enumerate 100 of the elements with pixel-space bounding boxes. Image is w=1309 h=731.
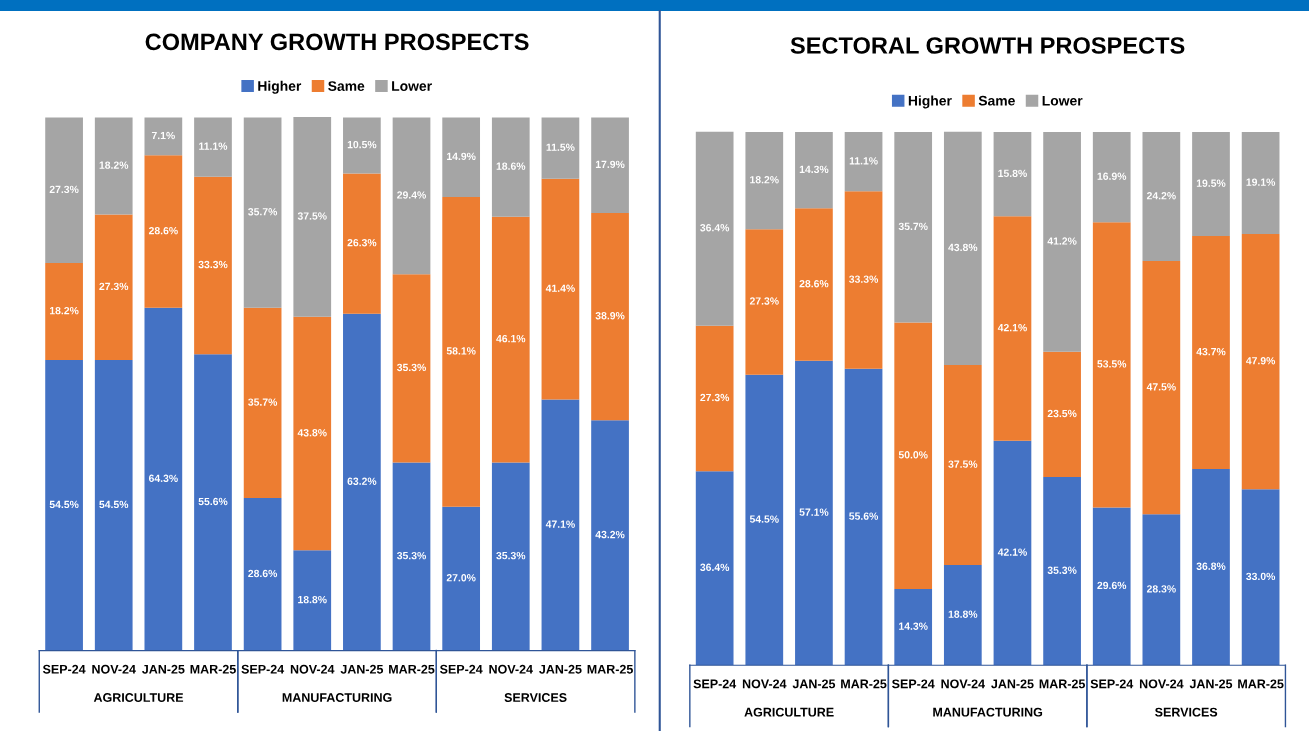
data-label: 14.3% (799, 165, 829, 174)
bar (491, 462, 530, 651)
x-tick-label: NOV-24 (1139, 679, 1184, 689)
data-label: 54.5% (749, 515, 779, 523)
data-label: 47.5% (1146, 383, 1176, 391)
bar (943, 564, 982, 666)
x-tick-label: JAN-25 (340, 664, 384, 674)
data-label: 18.2% (49, 306, 79, 315)
data-label: 35.3% (396, 551, 427, 560)
x-tick-label: MAR-25 (1039, 679, 1086, 689)
bar (1092, 507, 1131, 666)
bar (894, 322, 933, 589)
data-label: 17.9% (595, 160, 625, 168)
data-label: 29.6% (1097, 581, 1127, 590)
data-label: 29.4% (397, 191, 427, 199)
data-label: 64.3% (148, 474, 178, 483)
bar (541, 178, 580, 400)
bar (1043, 351, 1081, 478)
text: AGRICULTURE (93, 693, 184, 702)
data-label: 19.1% (1246, 178, 1276, 186)
bar (392, 117, 431, 275)
data-label: 24.2% (1146, 192, 1176, 200)
bar (45, 117, 83, 264)
bar (993, 216, 1032, 441)
x-tick-label: SEP-24 (241, 664, 285, 674)
bar (293, 550, 332, 651)
data-label: 14.3% (899, 622, 928, 630)
data-label: 43.2% (595, 530, 625, 539)
legend-label: Higher (258, 80, 302, 94)
bar (1192, 469, 1230, 666)
data-label: 41.4% (545, 284, 575, 292)
bar (144, 155, 183, 308)
text: MANUFACTURING (282, 693, 392, 702)
bar (745, 374, 784, 666)
data-label: 35.3% (496, 551, 526, 560)
bar (491, 216, 530, 463)
bar (194, 176, 232, 355)
data-label: 28.6% (799, 280, 829, 288)
legend-label: Lower (1042, 95, 1083, 106)
bar (1043, 132, 1081, 352)
data-label: 27.0% (446, 574, 476, 582)
data-label: 36.4% (700, 563, 730, 571)
bar (795, 208, 833, 361)
bar (94, 117, 133, 215)
bar (144, 307, 183, 651)
data-label: 18.8% (948, 610, 978, 618)
data-label: 54.5% (49, 500, 79, 509)
bar (45, 263, 83, 361)
bar (541, 399, 580, 651)
bar (1142, 514, 1181, 666)
data-label: 35.7% (248, 208, 278, 216)
data-label: 58.1% (446, 347, 476, 355)
data-label: 10.5% (347, 140, 377, 149)
data-label: 55.6% (849, 512, 879, 520)
x-tick-label: SEP-24 (42, 664, 86, 674)
data-label: 15.8% (998, 169, 1027, 178)
data-label: 27.3% (99, 282, 129, 291)
bar (745, 229, 784, 375)
x-tick-label: MAR-25 (190, 664, 236, 674)
data-label: 18.2% (750, 176, 779, 184)
text: AGRICULTURE (744, 707, 834, 717)
x-tick-label: MAR-25 (389, 664, 435, 674)
bar (194, 117, 232, 177)
data-label: 27.3% (700, 393, 730, 402)
x-tick-label: MAR-25 (587, 664, 633, 674)
bar (844, 132, 883, 192)
bar (1241, 233, 1280, 490)
bar (695, 131, 734, 326)
data-label: 27.3% (49, 185, 79, 194)
x-tick-label: JAN-25 (792, 679, 836, 689)
bar (343, 313, 381, 651)
x-tick-label: SEP-24 (693, 679, 737, 689)
data-label: 43.8% (297, 429, 327, 437)
bar (993, 132, 1032, 217)
bar (293, 316, 332, 551)
bar (194, 354, 232, 651)
bar (392, 462, 431, 651)
x-tick-label: JAN-25 (539, 664, 582, 674)
x-tick-label: NOV-24 (941, 679, 985, 689)
bar (442, 196, 481, 507)
bar (144, 117, 183, 156)
bar (993, 440, 1032, 666)
bar (591, 420, 629, 651)
bar (94, 214, 133, 361)
bar (442, 117, 481, 197)
legend-label: Same (328, 81, 365, 91)
data-label: 43.7% (1196, 347, 1226, 356)
bar (491, 117, 530, 217)
bar (392, 274, 431, 463)
bar (943, 365, 982, 565)
bar (343, 117, 381, 174)
bar (844, 191, 883, 369)
chart-title: SECTORAL GROWTH PROSPECTS (790, 37, 1185, 54)
bar (243, 498, 282, 651)
data-label: 19.5% (1196, 179, 1226, 187)
x-tick-label: MAR-25 (841, 679, 887, 689)
data-label: 26.3% (347, 238, 377, 247)
bar (1092, 132, 1131, 223)
bar (1241, 132, 1280, 234)
x-tick-label: MAR-25 (1238, 679, 1284, 689)
